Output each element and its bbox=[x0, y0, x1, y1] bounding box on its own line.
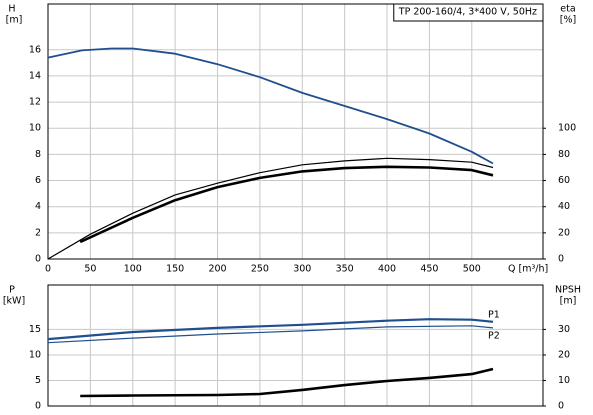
x-tick-label: 0 bbox=[45, 264, 51, 275]
y2-axis-unit: [m] bbox=[560, 296, 577, 307]
y2-tick-label: 20 bbox=[558, 349, 570, 360]
y-tick-label: 16 bbox=[29, 44, 41, 55]
y-tick-label: 0 bbox=[35, 254, 41, 265]
curve bbox=[47, 47, 494, 165]
x-tick-label: 100 bbox=[124, 264, 142, 275]
x-tick-label: 500 bbox=[463, 264, 481, 275]
curve bbox=[80, 367, 494, 398]
annotation-box bbox=[393, 3, 544, 22]
annotation: TP 200-160/4, 3*400 V, 50Hz bbox=[398, 7, 537, 18]
y-axis-unit: [m] bbox=[6, 15, 23, 26]
x-axis-label: Q [m³/h] bbox=[508, 264, 548, 275]
y-axis-unit: [kW] bbox=[3, 296, 25, 307]
x-tick-label: 300 bbox=[293, 264, 311, 275]
y2-axis-unit: [%] bbox=[560, 15, 576, 26]
y2-tick-label: 80 bbox=[558, 149, 570, 160]
x-tick-label: 450 bbox=[420, 264, 438, 275]
x-tick-label: 200 bbox=[208, 264, 226, 275]
y2-tick-label: 30 bbox=[558, 324, 570, 335]
y-axis-label: P bbox=[9, 285, 15, 296]
y-tick-label: 10 bbox=[29, 349, 41, 360]
y2-tick-label: 40 bbox=[558, 201, 570, 212]
y2-tick-label: 100 bbox=[558, 123, 576, 134]
y-tick-label: 5 bbox=[35, 375, 41, 386]
plot-frame bbox=[47, 3, 544, 260]
y-tick-label: 14 bbox=[29, 70, 41, 81]
y2-tick-label: 60 bbox=[558, 175, 570, 186]
y-tick-label: 2 bbox=[35, 227, 41, 238]
y-tick-label: 4 bbox=[35, 201, 41, 212]
x-tick-label: 150 bbox=[166, 264, 184, 275]
y2-tick-label: 0 bbox=[558, 401, 564, 412]
curve bbox=[47, 318, 494, 341]
series-label: P2 bbox=[488, 330, 500, 341]
y-tick-label: 12 bbox=[29, 97, 41, 108]
y-tick-label: 0 bbox=[35, 401, 41, 412]
series-label: P1 bbox=[488, 309, 500, 320]
y2-axis-label: NPSH bbox=[555, 285, 581, 296]
x-tick-label: 350 bbox=[336, 264, 354, 275]
curve bbox=[47, 157, 494, 260]
y2-tick-label: 0 bbox=[558, 254, 564, 265]
curve bbox=[47, 325, 494, 344]
y-tick-label: 8 bbox=[35, 149, 41, 160]
curve bbox=[79, 165, 494, 244]
y-tick-label: 10 bbox=[29, 123, 41, 134]
x-tick-label: 400 bbox=[378, 264, 396, 275]
y2-tick-label: 10 bbox=[558, 375, 570, 386]
y2-tick-label: 20 bbox=[558, 227, 570, 238]
plot-frame bbox=[47, 284, 544, 407]
y-tick-label: 6 bbox=[35, 175, 41, 186]
y-axis-label: H bbox=[8, 4, 15, 15]
y-tick-label: 15 bbox=[29, 324, 41, 335]
x-tick-label: 50 bbox=[84, 264, 96, 275]
y2-axis-label: eta bbox=[560, 4, 575, 15]
x-tick-label: 250 bbox=[251, 264, 269, 275]
